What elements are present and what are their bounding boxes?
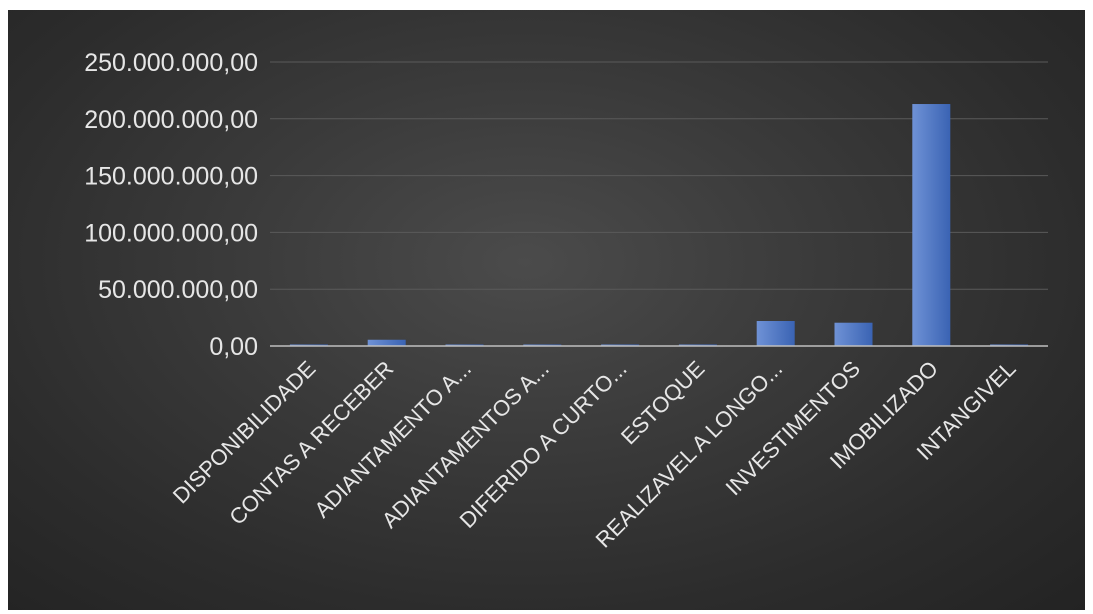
y-tick-label: 200.000.000,00 bbox=[84, 106, 258, 134]
y-tick-label: 100.000.000,00 bbox=[84, 219, 258, 247]
y-axis-tick-labels: 0,00 50.000.000,00 100.000.000,00 150.000.0… bbox=[84, 49, 258, 361]
bar bbox=[834, 322, 873, 346]
x-category-label: INVESTIMENTOS bbox=[721, 356, 865, 500]
bar bbox=[367, 339, 406, 346]
x-category-label: ADIANTAMENTO A... bbox=[309, 356, 476, 523]
bars bbox=[289, 104, 1029, 346]
bar bbox=[912, 104, 951, 346]
x-category-label: DISPONIBILIDADE bbox=[168, 356, 321, 509]
y-tick-label: 0,00 bbox=[209, 333, 258, 361]
y-tick-label: 250.000.000,00 bbox=[84, 49, 258, 77]
chart-area: 0,00 50.000.000,00 100.000.000,00 150.000.0… bbox=[8, 10, 1085, 610]
y-tick-label: 150.000.000,00 bbox=[84, 163, 258, 191]
y-tick-label: 50.000.000,00 bbox=[98, 276, 258, 304]
bar bbox=[756, 321, 795, 346]
bar-chart: 0,00 50.000.000,00 100.000.000,00 150.000.0… bbox=[84, 49, 1048, 553]
